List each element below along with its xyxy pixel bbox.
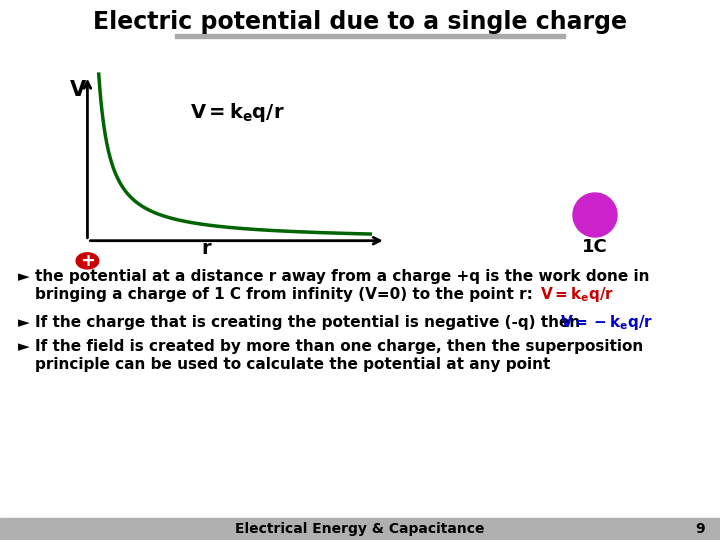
Text: 1C: 1C [582, 238, 608, 256]
Bar [0, 518, 720, 540]
Bar [175, 34, 565, 38]
Text: V: V [70, 80, 86, 100]
Text: principle can be used to calculate the potential at any point: principle can be used to calculate the p… [35, 357, 550, 373]
Text: $\mathbf{V=-k_eq/r}$: $\mathbf{V=-k_eq/r}$ [560, 314, 653, 333]
Text: Electrical Energy & Capacitance: Electrical Energy & Capacitance [235, 522, 485, 536]
Text: If the field is created by more than one charge, then the superposition: If the field is created by more than one… [35, 340, 643, 354]
Text: ►: ► [18, 315, 30, 330]
Text: 9: 9 [696, 522, 705, 536]
Text: +: + [80, 252, 95, 270]
Text: $\mathbf{V=k_eq/r}$: $\mathbf{V=k_eq/r}$ [190, 101, 285, 124]
Text: ►: ► [18, 269, 30, 285]
Circle shape [573, 193, 617, 237]
Text: $\mathbf{V=k_eq/r}$: $\mathbf{V=k_eq/r}$ [540, 286, 614, 305]
Text: Electric potential due to a single charge: Electric potential due to a single charg… [93, 10, 627, 34]
Text: If the charge that is creating the potential is negative (-q) then: If the charge that is creating the poten… [35, 315, 585, 330]
Text: ►: ► [18, 340, 30, 354]
Circle shape [76, 253, 99, 269]
Text: the potential at a distance r away from a charge +q is the work done in: the potential at a distance r away from … [35, 269, 649, 285]
Text: r: r [201, 239, 210, 258]
Text: bringing a charge of 1 C from infinity (V=0) to the point r:: bringing a charge of 1 C from infinity (… [35, 287, 538, 302]
